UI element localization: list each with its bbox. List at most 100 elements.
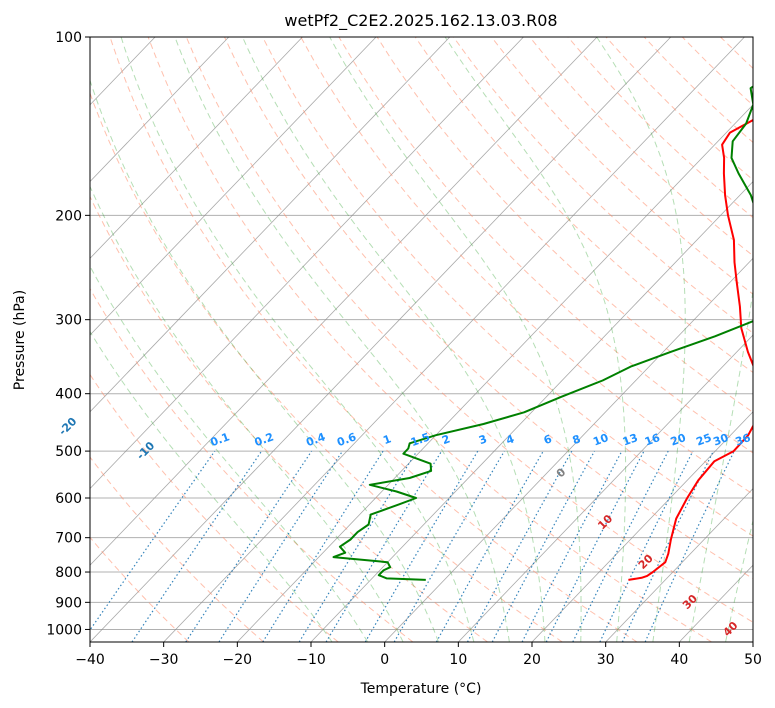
isotherm-line [384,257,753,642]
isotherm-line [90,37,598,566]
isotherm-line [90,37,303,259]
dry-adiabat-line [759,37,775,642]
mixing-ratio-line [435,450,544,642]
isotherm-line [752,641,753,642]
moist-adiabat-line [688,287,753,642]
background-lines [0,37,775,642]
moist-adiabat-label: 30 [680,592,700,612]
isotherm-line [163,37,745,642]
mixing-ratio-label: 3 [477,432,489,447]
mixing-ratio-label: 2 [440,432,452,447]
x-tick-label: −30 [149,652,179,668]
x-axis-label: Temperature (°C) [360,681,482,697]
moist-adiabat-label: 20 [636,552,656,572]
isotherm-line [605,487,753,642]
mixing-ratio-line [218,450,343,642]
y-tick-label: 100 [55,30,82,46]
dry-adiabat-line [90,287,414,642]
moist-adiabat-line [90,330,333,642]
dry-adiabat-label: -20 [56,415,79,438]
y-tick-label: 400 [55,387,82,403]
mixing-ratio-line [466,450,573,642]
mixing-ratio-label: 0.6 [335,430,358,449]
isotherm-line [90,37,451,413]
x-tick-label: 40 [670,652,688,668]
moist-adiabat-line [90,78,439,642]
dry-adiabat-line [90,195,488,642]
dry-adiabat-line [414,37,753,374]
profile-lines [332,85,753,581]
x-tick-label: −40 [75,652,105,668]
mixing-ratio-label: 0.1 [209,430,232,449]
mixing-ratio-line [131,450,263,642]
dry-adiabat-line [681,37,753,106]
mixing-ratio-label: 10 [591,431,610,449]
mixing-ratio-line [185,450,313,642]
temperature-profile-line [628,118,753,581]
moist-adiabat-line [174,37,510,642]
mixing-ratio-label: 30 [711,431,730,449]
dry-adiabat-line [185,37,753,623]
mixing-ratio-label: 0.2 [253,430,276,449]
dry-adiabat-line [90,91,563,642]
dry-adiabat-line [720,37,753,69]
isotherm-line [0,37,8,642]
mixing-ratio-label: 16 [643,431,662,449]
x-tick-label: −20 [223,652,253,668]
moist-adiabat-line [329,37,582,642]
y-tick-label: 300 [55,313,82,329]
mixing-ratio-label: 20 [669,431,688,449]
mixing-ratio-line [90,450,216,632]
dry-adiabat-line [452,37,753,334]
y-tick-label: 500 [55,444,82,460]
isotherm-line [531,411,753,642]
isotherm-line [90,37,230,183]
mixing-ratio-label: 1.5 [409,430,432,449]
moist-adiabat-line [596,37,686,642]
chart-title: wetPf2_C2E2.2025.162.13.03.R08 [284,11,557,31]
mixing-ratio-label: 6 [542,432,554,447]
dewpoint-profile-line [332,85,753,581]
y-tick-label: 900 [55,595,82,611]
mixing-ratio-line [491,450,596,642]
x-tick-label: 0 [380,652,389,668]
dry-adiabat-line [90,456,264,642]
y-axis: 100 200 300 400 500 600 700 800 900 1000 [46,30,90,638]
mixing-ratio-label: 36 [734,431,753,449]
dry-adiabat-line [643,37,753,144]
moist-adiabat-line [120,37,475,642]
x-axis: −40 −30 −20 −10 0 10 20 30 40 50 [75,642,762,668]
moist-adiabat-line [725,518,753,642]
y-tick-label: 200 [55,208,82,224]
mixing-ratio-line [644,450,735,642]
x-tick-label: 10 [449,652,467,668]
mixing-ratio-label: 13 [621,431,640,448]
x-tick-label: 30 [597,652,615,668]
dry-adiabat-line [109,37,638,642]
mixing-ratio-line [262,450,384,642]
y-tick-label: 700 [55,531,82,547]
dry-adiabat-label: -10 [134,439,157,462]
plot-frame [89,36,754,643]
moist-adiabat-label: 40 [721,619,741,639]
x-tick-label: 50 [744,652,762,668]
dry-adiabat-line [376,37,753,413]
mixing-ratio-label: 1 [381,432,393,447]
dry-adiabat-line [338,37,753,454]
mixing-ratio-line [572,450,669,642]
mixing-ratio-line [545,450,645,642]
moist-adiabat-line [444,37,627,642]
isotherm-line [458,334,753,642]
x-tick-label: −10 [296,652,326,668]
isotherm-line [90,37,377,336]
dry-adiabat-line [262,37,753,537]
mixing-ratio-line [364,450,479,642]
moist-adiabat-line [90,265,369,642]
moist-adiabat-label: 0 [554,465,569,480]
y-tick-label: 600 [55,491,82,507]
mixing-ratio-label: 25 [695,431,714,448]
mixing-ratio-label: 8 [571,432,583,447]
y-axis-label: Pressure (hPa) [12,290,28,390]
x-tick-label: 20 [523,652,541,668]
